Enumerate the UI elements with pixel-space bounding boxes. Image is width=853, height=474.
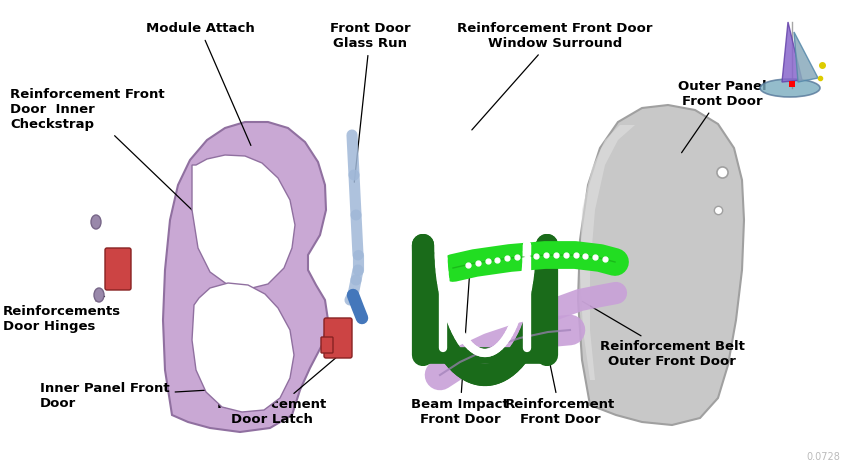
FancyBboxPatch shape: [323, 318, 351, 358]
Ellipse shape: [759, 79, 819, 97]
PathPatch shape: [163, 122, 328, 432]
Text: 0.0728: 0.0728: [805, 452, 839, 462]
Text: Reinforcement
Front Door: Reinforcement Front Door: [504, 343, 614, 426]
PathPatch shape: [192, 283, 293, 412]
Text: Reinforcement Front
Door  Inner
Checkstrap: Reinforcement Front Door Inner Checkstra…: [10, 88, 212, 230]
PathPatch shape: [579, 125, 635, 380]
FancyBboxPatch shape: [105, 248, 131, 290]
PathPatch shape: [192, 155, 294, 289]
Polygon shape: [793, 32, 817, 82]
Text: Outer Panel
Front Door: Outer Panel Front Door: [677, 80, 765, 153]
Text: Front Door
Glass Run: Front Door Glass Run: [329, 22, 409, 182]
Ellipse shape: [94, 288, 104, 302]
Polygon shape: [781, 22, 801, 82]
Text: Reinforcement Belt
Outer Front Door: Reinforcement Belt Outer Front Door: [582, 301, 744, 368]
Text: Reinforcements
Door Hinges: Reinforcements Door Hinges: [3, 296, 121, 333]
Text: Beam Impact
Front Door: Beam Impact Front Door: [410, 271, 508, 426]
Text: Inner Panel Front
Door: Inner Panel Front Door: [40, 382, 207, 410]
Text: Reinforcement Front Door
Window Surround: Reinforcement Front Door Window Surround: [456, 22, 652, 130]
PathPatch shape: [577, 105, 743, 425]
Text: Module Attach: Module Attach: [146, 22, 254, 146]
Ellipse shape: [91, 215, 101, 229]
FancyBboxPatch shape: [321, 337, 333, 353]
Text: Reinforcement
Door Latch: Reinforcement Door Latch: [217, 358, 335, 426]
